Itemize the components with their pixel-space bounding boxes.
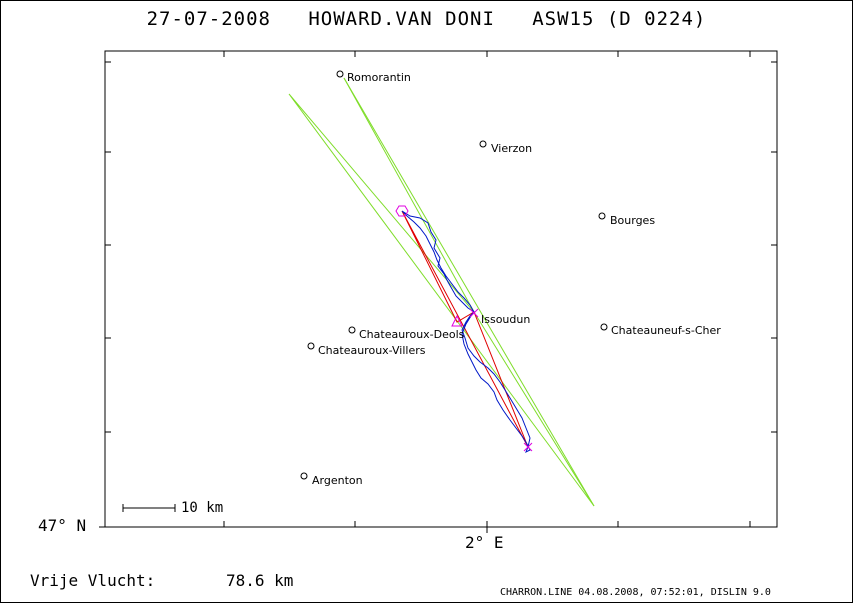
turnpoint-start-marker [395, 205, 409, 217]
longitude-label: 2° E [465, 533, 504, 552]
sector-line-inner [343, 77, 475, 313]
bourges-marker [598, 212, 606, 220]
vierzon-marker [479, 140, 487, 148]
turnpoint-issoudun-marker [469, 308, 479, 318]
turnpoint-markers [395, 205, 533, 452]
credit-line: CHARRON.LINE 04.08.2008, 07:52:01, DISLI… [500, 587, 771, 598]
place-label-chateauneuf: Chateauneuf-s-Cher [611, 324, 721, 337]
scale-bar-label: 10 km [181, 500, 224, 516]
chateauroux-villers-marker [307, 342, 315, 350]
chateauneuf-marker [600, 323, 608, 331]
romorantin-marker [336, 70, 344, 78]
argenton-marker [300, 472, 308, 480]
turnpoint-south-marker [523, 442, 533, 452]
sector-north-west [288, 93, 595, 507]
place-label-argenton: Argenton [312, 474, 363, 487]
place-label-chateauroux-deols: Chateauroux-Deols [359, 328, 465, 341]
latitude-label: 47° N [38, 516, 87, 535]
distance-label: Vrije Vlucht: [30, 571, 156, 590]
flight-title: 27-07-2008 HOWARD.VAN DONI ASW15 (D 0224… [146, 8, 707, 30]
place-markers [300, 70, 608, 480]
sector-line-east [343, 77, 595, 507]
axis-ticks [99, 51, 777, 533]
place-label-issoudun: Issoudun [481, 313, 531, 326]
place-label-bourges: Bourges [610, 214, 656, 227]
scale-bar-line [122, 504, 176, 512]
place-label-romorantin: Romorantin [347, 71, 411, 84]
chateauroux-deols-marker [348, 326, 356, 334]
turnpoint-triangle-marker [451, 314, 463, 327]
observation-sectors [288, 77, 595, 507]
place-label-vierzon: Vierzon [491, 142, 533, 155]
distance-value: 78.6 km [226, 571, 294, 590]
flight-track [401, 210, 531, 454]
map-border [104, 50, 778, 528]
place-label-chateauroux-villers: Chateauroux-Villers [318, 344, 426, 357]
